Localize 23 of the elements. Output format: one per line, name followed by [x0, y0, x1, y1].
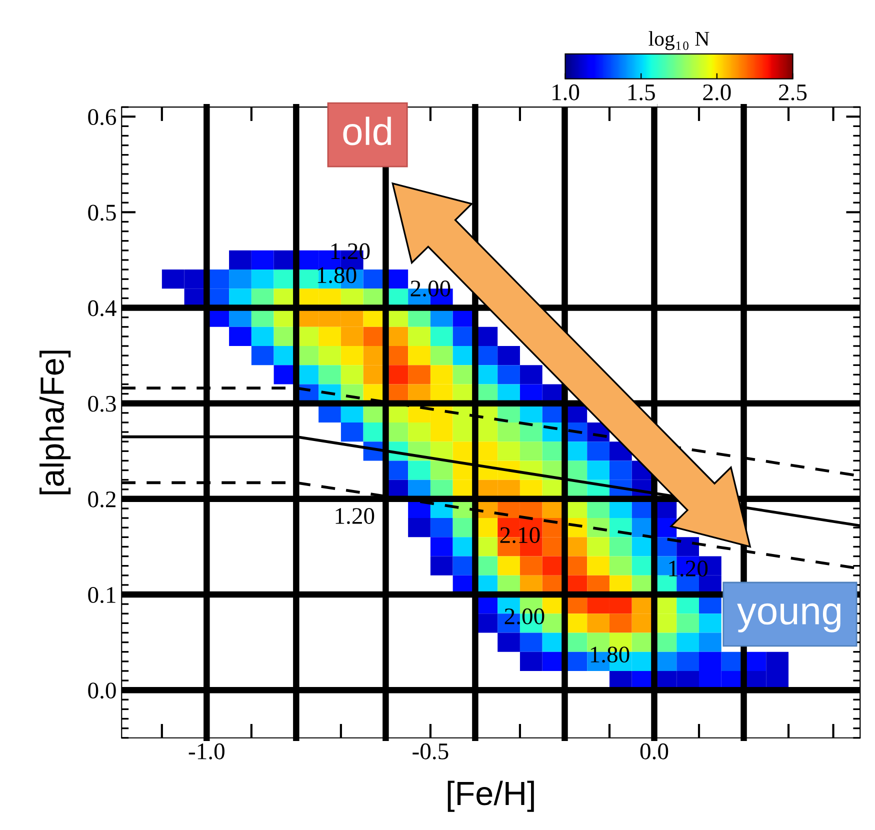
- annotation: young: [737, 603, 840, 632]
- annotation: 2.10: [500, 527, 540, 544]
- annotation: old: [343, 116, 391, 146]
- x-tick-label: -0.5: [412, 743, 448, 760]
- annotation: 1.80: [318, 267, 356, 284]
- y-tick-label: 0.6: [88, 109, 116, 126]
- x-tick-label: 0.0: [640, 743, 668, 760]
- color-bar-label: 1.0: [552, 84, 580, 100]
- color-bar-label: 2.5: [779, 84, 807, 100]
- x-axis-title: [Fe/H]: [448, 780, 534, 812]
- y-tick-label: 0.2: [88, 491, 116, 508]
- color-bar-title: log₁₀ N: [648, 31, 710, 50]
- y-axis-title: [alpha/Fe]: [40, 350, 71, 494]
- y-tick-label: 0.0: [88, 682, 116, 699]
- annotation: 1.20: [336, 508, 374, 524]
- y-tick-label: 0.1: [88, 586, 116, 604]
- y-tick-label: 0.4: [88, 300, 116, 316]
- annotation: 1.20: [669, 560, 708, 577]
- color-bar-label: 1.5: [628, 84, 655, 100]
- x-tick-label: -1.0: [188, 743, 224, 760]
- y-tick-label: 0.3: [88, 396, 116, 412]
- y-tick-label: 0.5: [88, 204, 116, 221]
- color-bar-label: 2.0: [703, 84, 731, 100]
